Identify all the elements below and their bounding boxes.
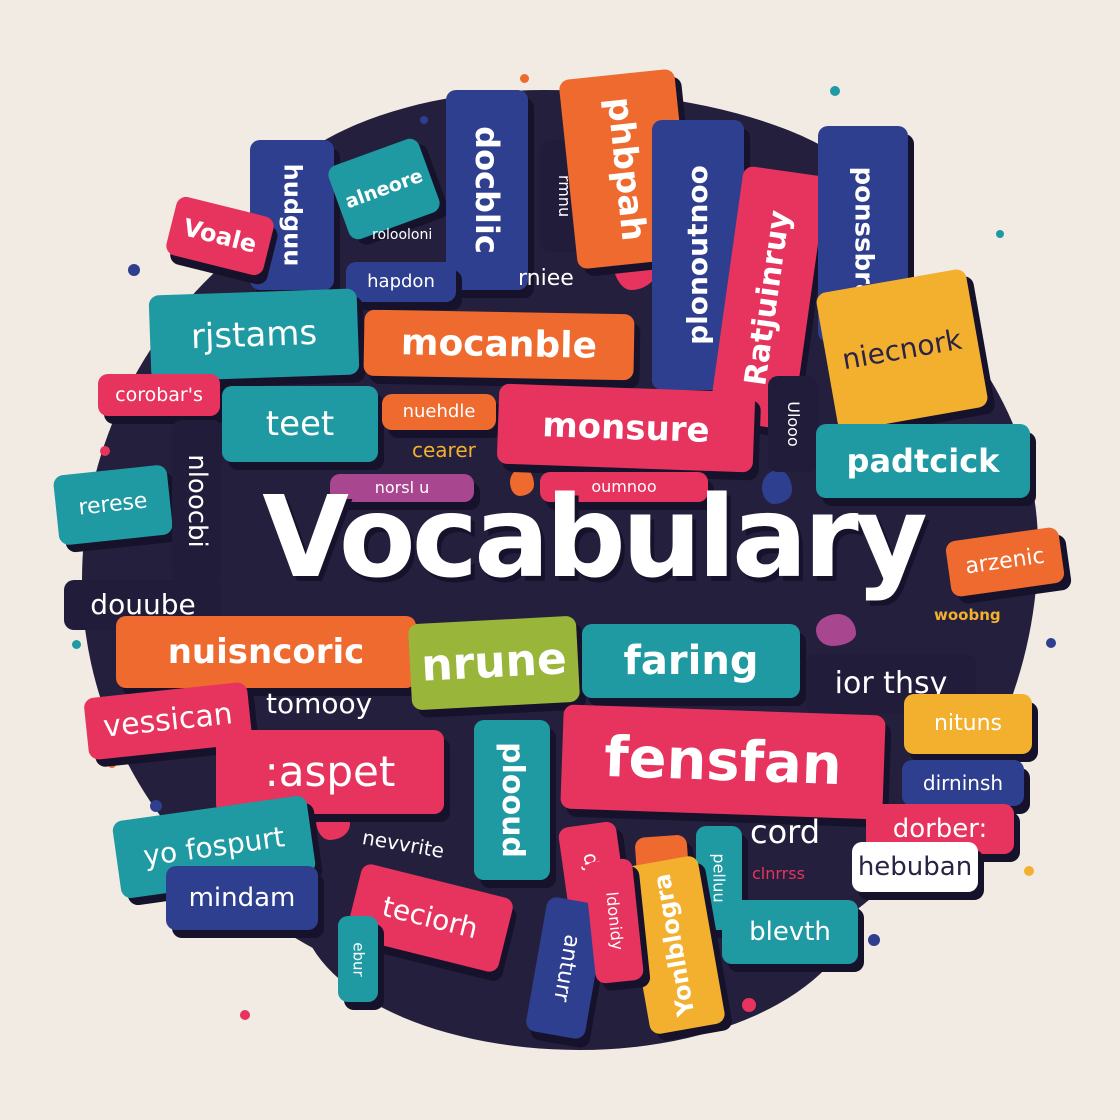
- word-label: pelluu: [710, 853, 730, 903]
- confetti-dot: [868, 934, 880, 946]
- confetti-dot: [72, 640, 81, 649]
- word-label: plonoutnoo: [681, 165, 714, 345]
- word-tile: corobar's: [98, 374, 220, 416]
- word-text: rolooloni: [372, 227, 433, 243]
- word-tile: nrune: [407, 615, 581, 711]
- word-label: nuisncoric: [167, 632, 365, 672]
- word-text: cearer: [412, 438, 476, 462]
- confetti-dot: [996, 230, 1004, 238]
- confetti-dot: [108, 760, 116, 768]
- word-label: hebuban: [857, 852, 973, 882]
- word-label: douube: [90, 588, 196, 621]
- word-tile: Ulooo: [768, 376, 818, 472]
- word-label: hapdon: [367, 271, 435, 292]
- word-label: yo fospurt: [141, 820, 287, 873]
- word-label: ponssbra: [848, 166, 879, 302]
- word-tile: ior thsy: [806, 654, 976, 714]
- word-label: plooud: [495, 742, 530, 858]
- word-tile: monsure: [496, 383, 756, 473]
- word-tile: nuisncoric: [116, 616, 416, 688]
- confetti-dot: [520, 74, 529, 83]
- word-tile: teet: [222, 386, 378, 462]
- word-tile: faring: [582, 624, 800, 698]
- word-label: nloocbi: [182, 454, 213, 548]
- word-tile: :aspet: [216, 730, 444, 814]
- word-tile: fensfan: [560, 704, 886, 820]
- word-label: niecnork: [839, 322, 965, 377]
- confetti-dot: [100, 446, 110, 456]
- word-text: tomooy: [266, 687, 373, 720]
- word-tile: dirninsh: [902, 760, 1024, 806]
- word-tile: rerese: [52, 464, 174, 546]
- word-label: nrune: [419, 633, 568, 692]
- word-tile: hapdon: [346, 262, 456, 302]
- confetti-dot: [1046, 638, 1056, 648]
- confetti-dot: [150, 800, 162, 812]
- word-tile: oumnoo: [540, 472, 708, 502]
- word-label: mocanble: [400, 322, 598, 367]
- word-label: dirninsh: [922, 771, 1004, 795]
- word-tile: nloocbi: [172, 420, 222, 582]
- confetti-dot: [1024, 866, 1034, 876]
- word-label: padtcick: [846, 442, 1000, 480]
- word-tile: blevth: [722, 900, 858, 964]
- word-label: blevth: [749, 917, 831, 947]
- word-label: monsure: [541, 405, 711, 451]
- paint-splat-navy: [762, 470, 792, 504]
- word-text: rniee: [518, 266, 574, 291]
- word-label: arzenic: [963, 543, 1047, 580]
- word-label: Voale: [180, 213, 260, 259]
- word-tile: ebur: [338, 916, 378, 1002]
- word-tile: nuehdle: [382, 394, 496, 430]
- word-label: phbpah: [598, 95, 654, 243]
- word-label: Ratjuinruy: [737, 208, 798, 388]
- word-tile: hebuban: [852, 842, 978, 892]
- word-tile: nituns: [904, 694, 1032, 754]
- word-text: clnrrss: [752, 864, 805, 883]
- word-label: teet: [265, 404, 335, 444]
- word-label: corobar's: [115, 383, 203, 406]
- word-tile: docblic: [446, 90, 528, 290]
- word-label: nuehdle: [402, 401, 476, 422]
- word-label: dorber:: [892, 814, 988, 844]
- confetti-dot: [830, 86, 840, 96]
- word-label: nituns: [933, 711, 1003, 736]
- word-label: docblic: [468, 126, 507, 254]
- confetti-dot: [420, 116, 428, 124]
- word-label: norsl u: [374, 478, 430, 497]
- word-tile: padtcick: [816, 424, 1030, 498]
- word-label: Ulooo: [784, 401, 803, 447]
- word-label: ior thsy: [834, 666, 948, 701]
- word-tile: rjstams: [148, 288, 360, 382]
- word-label: faring: [623, 638, 759, 684]
- word-label: Yonlblogra: [647, 871, 701, 1019]
- word-label: rjstams: [190, 312, 318, 358]
- paint-splat-orange: [510, 468, 534, 496]
- word-label: hudguu: [278, 163, 307, 267]
- word-label: anturr: [548, 932, 585, 1004]
- word-tile: norsl u: [330, 474, 474, 502]
- word-tile: mindam: [166, 866, 318, 930]
- word-label: teciorh: [378, 889, 482, 946]
- word-tile: plooud: [474, 720, 550, 880]
- word-label: :aspet: [264, 747, 396, 796]
- word-tile: niecnork: [814, 267, 990, 433]
- word-label: mindam: [188, 883, 296, 913]
- word-label: ebur: [349, 941, 368, 977]
- word-label: fensfan: [603, 724, 843, 799]
- main-title: Vocabulary: [262, 473, 928, 603]
- word-label: alneore: [341, 164, 426, 213]
- word-label: rerese: [77, 488, 149, 521]
- word-text: cord: [750, 813, 821, 851]
- word-label: ldonidy: [601, 890, 628, 952]
- word-tile: mocanble: [363, 309, 635, 381]
- paint-splat-purple: [816, 614, 856, 646]
- word-label: oumnoo: [591, 477, 657, 496]
- confetti-dot: [128, 264, 140, 276]
- word-text: woobng: [934, 606, 1001, 624]
- confetti-dot: [742, 998, 756, 1012]
- confetti-dot: [240, 1010, 250, 1020]
- word-label: vessican: [101, 696, 235, 745]
